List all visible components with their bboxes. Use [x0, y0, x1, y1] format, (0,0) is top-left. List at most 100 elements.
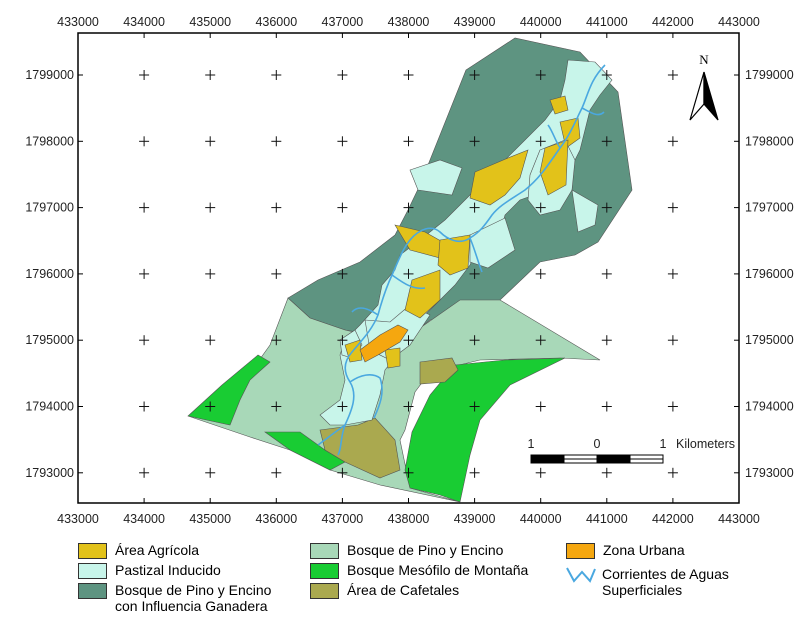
grid-cross	[469, 202, 480, 213]
river-branch-4	[391, 274, 426, 290]
y-tick-left-1798000: 1798000	[25, 134, 74, 148]
legend-label-pastizal: Pastizal Inducido	[115, 562, 221, 578]
zone-agricola-7	[404, 269, 441, 319]
zone-agricola-9	[384, 347, 401, 369]
grid-cross	[667, 335, 678, 346]
grid-cross	[205, 136, 216, 147]
scale-label-middle: 0	[594, 437, 601, 451]
swatch-agricola	[78, 543, 107, 559]
grid-cross	[139, 70, 150, 80]
swatch-pino-ganadera	[78, 583, 107, 599]
zone-agricola-6	[437, 234, 471, 276]
grid-cross	[271, 335, 282, 346]
y-tick-left-1794000: 1794000	[25, 400, 74, 414]
grid-cross	[337, 202, 348, 213]
zone-pino-ganadera-north	[287, 37, 633, 341]
grid-cross	[139, 401, 150, 412]
grid-cross	[271, 70, 282, 80]
river-branch-1	[581, 107, 605, 116]
y-tick-right-1796000: 1796000	[745, 267, 794, 281]
grid-cross	[139, 136, 150, 147]
y-tick-labels-right: 1799000 1798000 1797000 1796000 1795000 17940…	[745, 68, 794, 480]
y-tick-left-1793000: 1793000	[25, 466, 74, 480]
land-cover-layer	[187, 37, 633, 503]
x-tick-top-439000: 439000	[454, 15, 496, 29]
zone-pastizal-middle	[469, 217, 516, 269]
grid-cross	[403, 467, 414, 478]
x-tick-top-442000: 442000	[652, 15, 694, 29]
scale-label-left: 1	[528, 437, 535, 451]
x-tick-top-441000: 441000	[586, 15, 628, 29]
scale-unit: Kilometers	[676, 437, 735, 451]
legend-label-urbana: Zona Urbana	[603, 542, 685, 558]
x-tick-bottom-440000: 440000	[520, 512, 562, 526]
grid-cross	[337, 268, 348, 279]
grid-cross	[535, 401, 546, 412]
grid-cross	[205, 268, 216, 279]
scale-bar: 1 0 1 Kilometers	[528, 437, 735, 464]
grid-cross	[667, 467, 678, 478]
scale-label-right: 1	[660, 437, 667, 451]
river-network	[317, 64, 606, 456]
grid-cross	[667, 401, 678, 412]
x-tick-bottom-443000: 443000	[718, 512, 760, 526]
swatch-cafetales	[310, 583, 339, 599]
north-arrow: N	[689, 52, 719, 121]
grid-cross	[337, 70, 348, 80]
grid-cross	[139, 467, 150, 478]
grid-cross	[601, 136, 612, 147]
x-tick-bottom-433000: 433000	[57, 512, 99, 526]
x-tick-top-436000: 436000	[255, 15, 297, 29]
zone-mesofilo-south	[404, 357, 566, 503]
legend-label-pino-ganadera-2: con Influencia Ganadera	[115, 598, 268, 614]
map: 433000 434000 435000 436000 437000 438000 4390…	[25, 15, 794, 526]
x-tick-top-433000: 433000	[57, 15, 99, 29]
grid-cross	[139, 335, 150, 346]
legend-item-mesofilo: Bosque Mesófilo de Montaña	[310, 562, 528, 579]
frame-tick-marks	[77, 33, 740, 503]
grid-cross	[601, 467, 612, 478]
north-label: N	[699, 52, 709, 67]
y-tick-right-1798000: 1798000	[745, 134, 794, 148]
grid-cross	[601, 335, 612, 346]
x-tick-bottom-437000: 437000	[322, 512, 364, 526]
grid-crosses	[139, 70, 678, 478]
grid-cross	[205, 467, 216, 478]
grid-cross	[667, 268, 678, 279]
grid-cross	[535, 136, 546, 147]
legend-item-pino-ganadera: Bosque de Pino y Encino con Influencia G…	[78, 582, 271, 614]
zone-pastizal-west	[409, 159, 463, 196]
x-tick-top-443000: 443000	[718, 15, 760, 29]
grid-cross	[139, 268, 150, 279]
y-tick-left-1795000: 1795000	[25, 333, 74, 347]
legend-item-agricola: Área Agrícola	[78, 542, 199, 559]
x-tick-bottom-439000: 439000	[454, 512, 496, 526]
x-tick-bottom-438000: 438000	[388, 512, 430, 526]
y-tick-left-1796000: 1796000	[25, 267, 74, 281]
grid-cross	[601, 401, 612, 412]
x-tick-top-434000: 434000	[123, 15, 165, 29]
legend-label-pino-ganadera-1: Bosque de Pino y Encino	[115, 582, 272, 598]
grid-cross	[403, 268, 414, 279]
zone-agricola-4	[469, 149, 529, 206]
grid-cross	[139, 202, 150, 213]
river-branch-3	[469, 237, 483, 273]
grid-cross	[403, 401, 414, 412]
zone-urbana	[359, 324, 409, 363]
grid-cross	[601, 70, 612, 80]
legend-label-pino-encino: Bosque de Pino y Encino	[347, 542, 504, 558]
grid-cross	[271, 202, 282, 213]
legend-label-rios-1: Corrientes de Aguas	[602, 566, 729, 582]
x-tick-bottom-442000: 442000	[652, 512, 694, 526]
grid-cross	[535, 467, 546, 478]
y-tick-right-1794000: 1794000	[745, 400, 794, 414]
grid-cross	[469, 335, 480, 346]
grid-cross	[337, 467, 348, 478]
legend-item-cafetales: Área de Cafetales	[310, 582, 459, 599]
x-tick-bottom-441000: 441000	[586, 512, 628, 526]
x-tick-bottom-436000: 436000	[255, 512, 297, 526]
legend-item-rios: Corrientes de Aguas Superficiales	[566, 566, 729, 598]
river-branch-7	[351, 307, 379, 316]
grid-cross	[205, 70, 216, 80]
legend-label-rios-2: Superficiales	[602, 582, 683, 598]
